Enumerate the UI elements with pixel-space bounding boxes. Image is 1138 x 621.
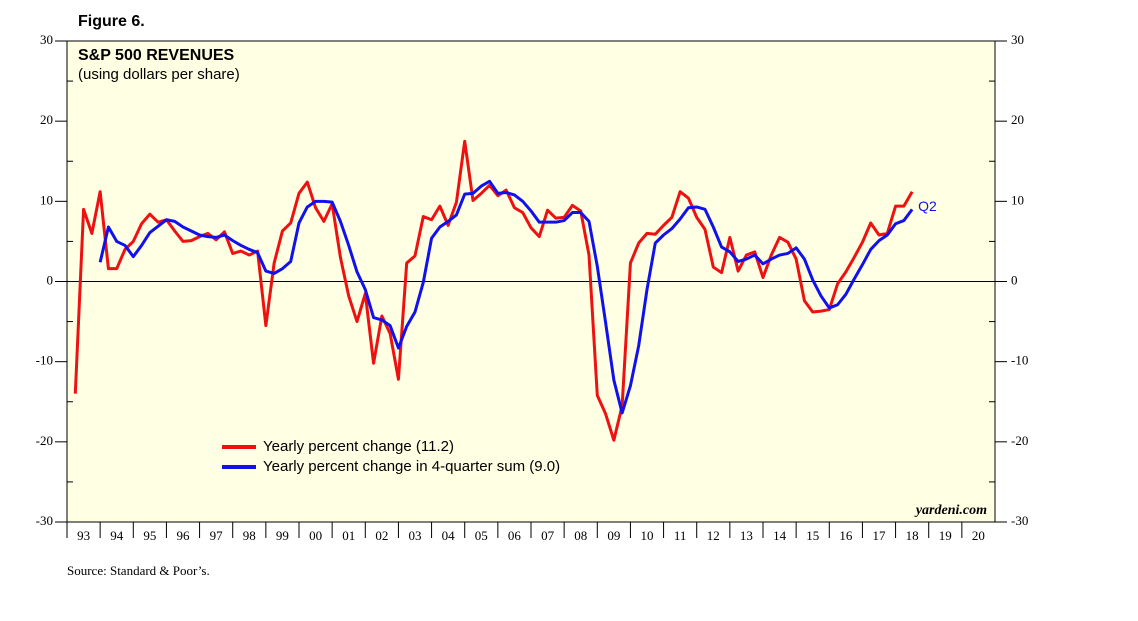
x-tick-label: 06: [508, 528, 522, 543]
x-tick-label: 14: [773, 528, 787, 543]
series-line: [98, 179, 914, 415]
x-tick-label: 02: [375, 528, 388, 543]
x-tick-label: 16: [839, 528, 853, 543]
y-tick-label: -20: [36, 433, 53, 448]
x-tick-label: 95: [143, 528, 156, 543]
chart-subtitle: (using dollars per share): [78, 66, 240, 83]
x-tick-label: 12: [707, 528, 720, 543]
legend-label: Yearly percent change (11.2): [263, 438, 454, 455]
x-tick-label: 05: [475, 528, 488, 543]
y2-tick-label: 30: [1011, 32, 1024, 47]
y-tick-label: 20: [40, 112, 53, 127]
legend-label: Yearly percent change in 4-quarter sum (…: [263, 458, 560, 475]
x-tick-label: 17: [873, 528, 887, 543]
x-tick-label: 18: [906, 528, 919, 543]
figure-label: Figure 6.: [78, 13, 145, 30]
y2-tick-label: 20: [1011, 112, 1024, 127]
y-tick-label: -10: [36, 353, 53, 368]
x-tick-label: 96: [177, 528, 191, 543]
x-tick-label: 03: [409, 528, 422, 543]
watermark: yardeni.com: [914, 503, 987, 518]
y2-tick-label: 10: [1011, 192, 1024, 207]
x-tick-label: 11: [674, 528, 687, 543]
x-tick-label: 15: [806, 528, 819, 543]
x-tick-label: 10: [641, 528, 654, 543]
x-tick-label: 20: [972, 528, 985, 543]
y2-tick-label: -20: [1011, 433, 1028, 448]
x-tick-label: 97: [210, 528, 224, 543]
x-tick-label: 07: [541, 528, 555, 543]
y-tick-label: 10: [40, 192, 53, 207]
y2-tick-label: 0: [1011, 272, 1018, 287]
x-tick-label: 04: [442, 528, 456, 543]
source-note: Source: Standard & Poor’s.: [67, 563, 210, 578]
x-tick-label: 99: [276, 528, 289, 543]
x-tick-label: 94: [110, 528, 124, 543]
y-tick-label: 0: [47, 272, 54, 287]
x-tick-label: 13: [740, 528, 753, 543]
chart-title: S&P 500 REVENUES: [78, 47, 235, 64]
x-tick-label: 08: [574, 528, 587, 543]
y2-tick-label: -10: [1011, 353, 1028, 368]
x-tick-label: 19: [939, 528, 952, 543]
y-tick-label: 30: [40, 32, 53, 47]
x-tick-label: 93: [77, 528, 90, 543]
y2-tick-label: -30: [1011, 513, 1028, 528]
x-tick-label: 09: [607, 528, 620, 543]
annotation: Q2: [918, 198, 937, 214]
y-tick-label: -30: [36, 513, 53, 528]
x-tick-label: 98: [243, 528, 256, 543]
x-tick-label: 01: [342, 528, 355, 543]
x-tick-label: 00: [309, 528, 322, 543]
